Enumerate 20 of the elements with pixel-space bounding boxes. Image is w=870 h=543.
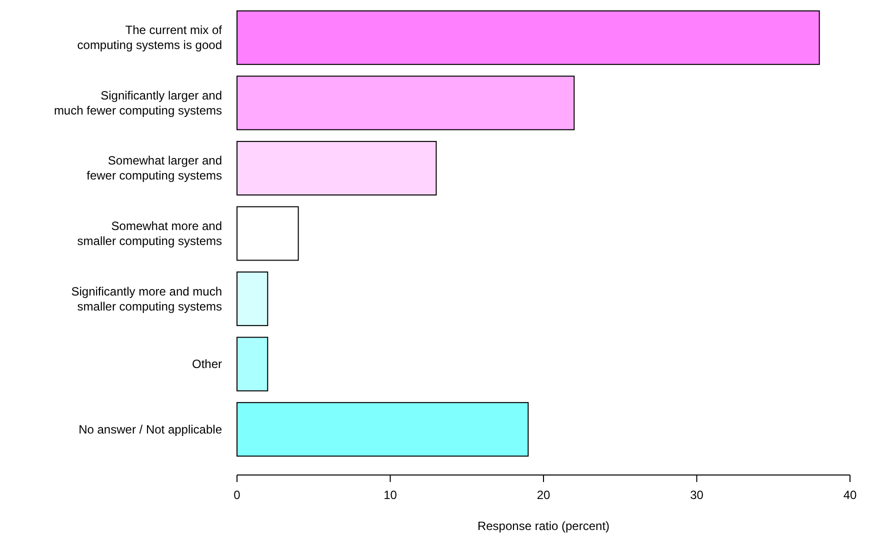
x-tick-label: 10 xyxy=(384,488,398,502)
y-tick-label: Somewhat more and smaller computing systems xyxy=(77,219,222,248)
y-tick-label: Somewhat larger and fewer computing systems xyxy=(86,154,222,183)
y-tick-label: Other xyxy=(192,357,222,372)
x-tick-label: 0 xyxy=(234,488,241,502)
bar xyxy=(236,206,299,261)
y-tick-label: No answer / Not applicable xyxy=(78,422,222,436)
bar xyxy=(236,272,268,326)
bar xyxy=(236,336,268,392)
y-tick-label: Significantly more and much smaller computing systems xyxy=(71,284,222,314)
x-tick-label: 20 xyxy=(536,488,550,502)
y-tick-label: The current mix of computing systems is good xyxy=(77,23,223,52)
x-tick-label: 30 xyxy=(690,488,704,502)
x-axis-title: Response ratio (percent) xyxy=(477,519,610,533)
bar xyxy=(236,76,575,130)
bar xyxy=(236,10,820,65)
y-tick-label: Significantly larger and much fewer computing systems xyxy=(54,88,222,118)
bar xyxy=(236,140,437,196)
x-tick-label: 40 xyxy=(843,488,857,502)
bar xyxy=(236,402,529,457)
